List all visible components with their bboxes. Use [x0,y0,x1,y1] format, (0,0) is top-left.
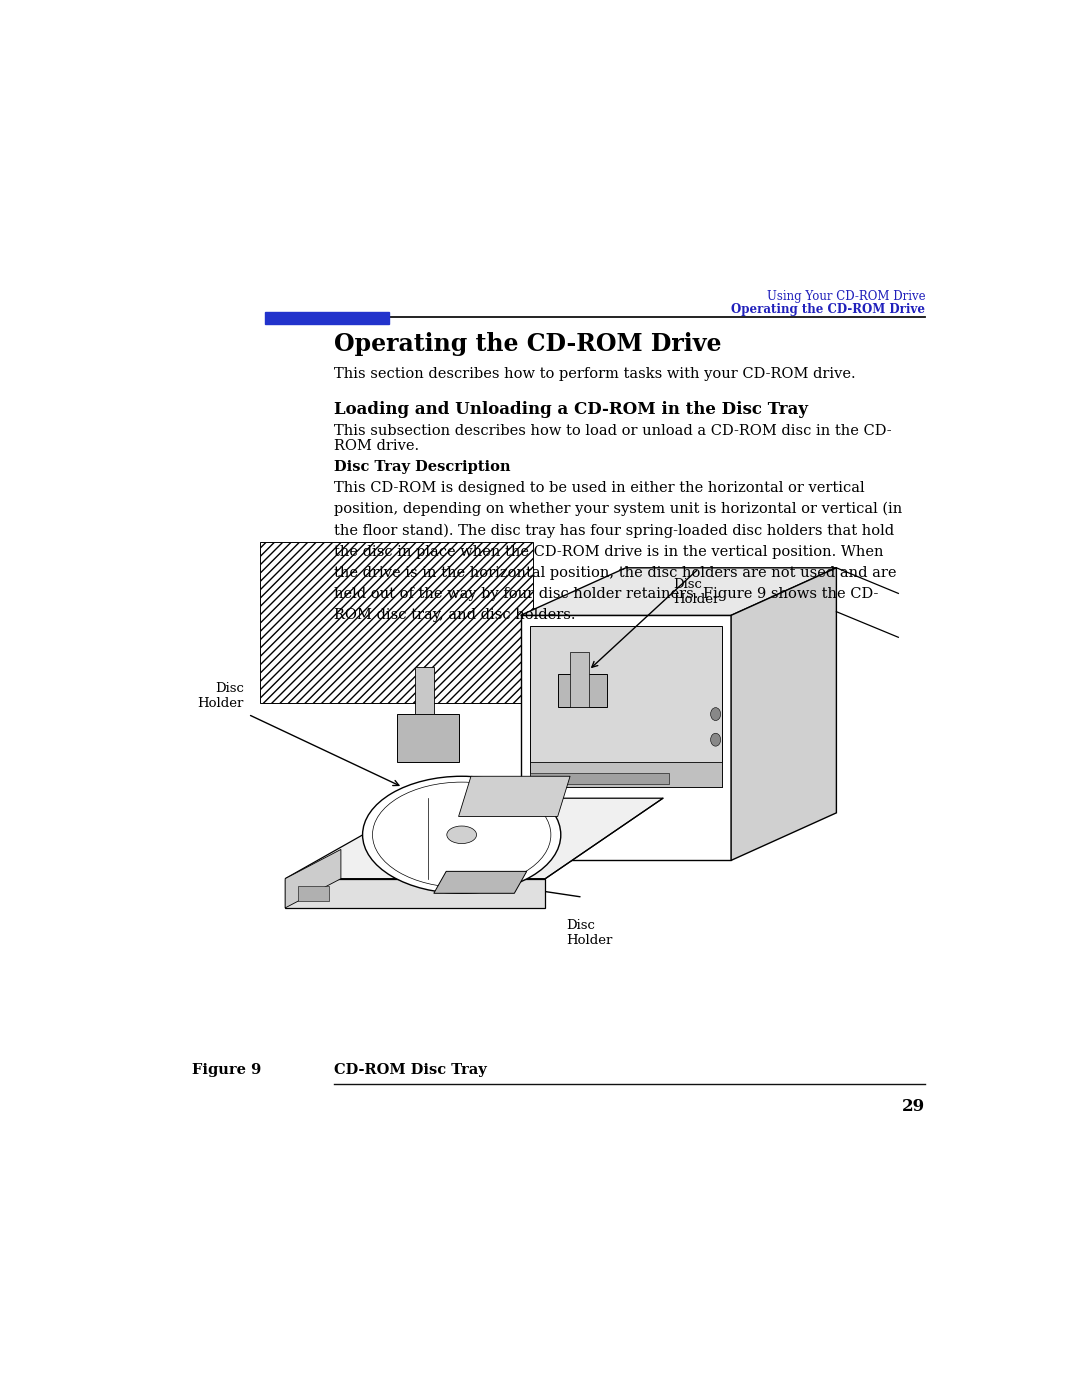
Text: Operating the CD-ROM Drive: Operating the CD-ROM Drive [334,332,721,356]
Text: This CD-ROM is designed to be used in either the horizontal or vertical: This CD-ROM is designed to be used in ei… [334,481,865,495]
Ellipse shape [363,777,561,893]
Text: Using Your CD-ROM Drive: Using Your CD-ROM Drive [767,291,926,303]
Polygon shape [298,886,328,901]
Text: ROM drive.: ROM drive. [334,439,419,453]
Bar [265,312,389,324]
Polygon shape [260,542,532,703]
Polygon shape [521,567,836,615]
Polygon shape [530,773,670,784]
Polygon shape [285,798,663,879]
Polygon shape [731,567,836,861]
Text: This section describes how to perform tasks with your CD-ROM drive.: This section describes how to perform ta… [334,366,855,380]
Text: CD-ROM Disc Tray: CD-ROM Disc Tray [334,1063,487,1077]
Ellipse shape [447,826,476,844]
Polygon shape [570,652,589,707]
Polygon shape [285,879,545,908]
Text: Disc
Holder: Disc Holder [566,919,612,947]
Text: the floor stand). The disc tray has four spring-loaded disc holders that hold: the floor stand). The disc tray has four… [334,524,894,538]
Text: Disc
Holder: Disc Holder [674,578,720,606]
Text: Loading and Unloading a CD-ROM in the Disc Tray: Loading and Unloading a CD-ROM in the Di… [334,401,808,418]
Text: ROM disc tray, and disc holders.: ROM disc tray, and disc holders. [334,609,576,623]
Text: 29: 29 [902,1098,926,1115]
Text: Disc Tray Description: Disc Tray Description [334,460,511,474]
Polygon shape [530,626,721,788]
Text: the disc in place when the CD-ROM drive is in the vertical position. When: the disc in place when the CD-ROM drive … [334,545,883,559]
Polygon shape [285,849,341,908]
Polygon shape [434,872,527,893]
Polygon shape [530,761,721,788]
Polygon shape [396,714,459,761]
Polygon shape [459,777,570,816]
Polygon shape [521,615,731,861]
Text: position, depending on whether your system unit is horizontal or vertical (in: position, depending on whether your syst… [334,502,903,517]
Circle shape [711,708,720,721]
Text: Figure 9: Figure 9 [192,1063,261,1077]
Text: the drive is in the horizontal position, the disc holders are not used and are: the drive is in the horizontal position,… [334,566,896,580]
Polygon shape [557,673,607,707]
Text: Operating the CD-ROM Drive: Operating the CD-ROM Drive [731,303,926,316]
Text: This subsection describes how to load or unload a CD-ROM disc in the CD-: This subsection describes how to load or… [334,423,892,437]
Circle shape [711,733,720,746]
Polygon shape [415,666,434,714]
Text: held out of the way by four disc holder retainers. Figure 9 shows the CD-: held out of the way by four disc holder … [334,587,879,601]
Text: Disc
Holder: Disc Holder [198,682,244,710]
